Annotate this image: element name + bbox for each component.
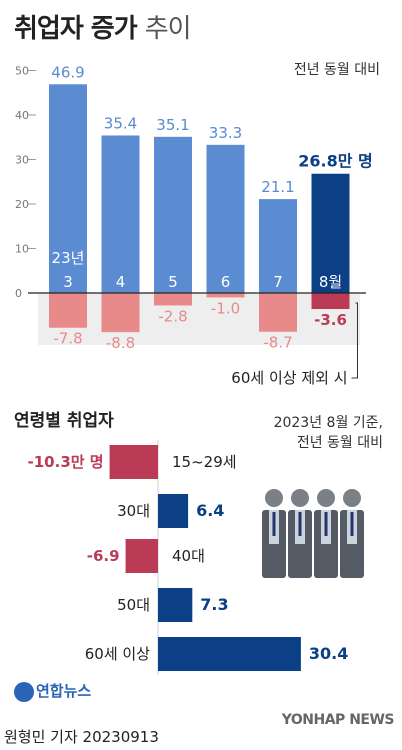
- person-head: [265, 489, 283, 507]
- age-bar: [158, 637, 301, 671]
- age-bar: [109, 445, 158, 479]
- bar-total: [101, 135, 140, 293]
- yonhap-logo: 연합뉴스: [14, 680, 91, 702]
- watermark: YONHAP NEWS: [281, 712, 395, 728]
- age-bar: [125, 539, 158, 573]
- age-value-label: -6.9: [87, 547, 120, 565]
- bar-excl-60-label: -8.7: [263, 334, 292, 352]
- person-head: [343, 489, 361, 507]
- bar-total: [311, 173, 350, 293]
- person-head: [317, 489, 335, 507]
- age-value-label: 7.3: [200, 595, 228, 614]
- y-tick-label: 40: [15, 109, 29, 122]
- age-value-label: -10.3만 명: [28, 453, 104, 471]
- age-category-label: 30대: [117, 502, 150, 520]
- bar-excl-60-label: -2.8: [158, 307, 187, 325]
- logo-text: 연합뉴스: [36, 682, 92, 700]
- category-label: 4: [116, 273, 126, 291]
- age-chart-note: 2023년 8월 기준,: [274, 415, 383, 431]
- series-label: 60세 이상 제외 시: [231, 369, 347, 387]
- person-tie: [272, 512, 276, 536]
- bar-excl-60: [101, 293, 140, 333]
- bar-total-label: 46.9: [51, 63, 84, 81]
- age-category-label: 40대: [172, 547, 205, 565]
- negative-region-shade: [38, 293, 360, 345]
- year-label: 23년: [52, 249, 85, 267]
- age-category-label: 50대: [117, 596, 150, 614]
- category-label: 5: [168, 273, 178, 291]
- age-chart-note: 전년 동월 대비: [297, 435, 383, 451]
- title-light: 추이: [144, 14, 192, 44]
- category-label: 7: [273, 273, 283, 291]
- category-label: 3: [63, 273, 73, 291]
- yonhap-logo-icon: [14, 681, 34, 702]
- reporter-credit: 원형민 기자 20230913: [4, 728, 159, 746]
- age-chart: 연령별 취업자 2023년 8월 기준, 전년 동월 대비 -10.3만 명 15~29…: [14, 410, 383, 675]
- bar-total: [259, 199, 297, 293]
- person-tie: [350, 512, 354, 536]
- person-tie: [298, 512, 302, 536]
- bar-excl-60-label: -1.0: [211, 299, 240, 317]
- bar-excl-60: [259, 293, 297, 332]
- title-bold: 취업자 증가: [14, 14, 138, 44]
- y-tick-label: 50: [15, 65, 29, 78]
- age-category-label: 60세 이상: [85, 645, 150, 663]
- bar-excl-60: [49, 293, 87, 328]
- series-callout-line: [351, 302, 358, 379]
- bar-excl-60: [154, 293, 192, 306]
- bar-total-label: 33.3: [209, 124, 242, 142]
- bar-total: [206, 144, 245, 293]
- bar-excl-60-label: -8.8: [106, 334, 135, 352]
- y-tick-label: 20: [15, 198, 29, 211]
- bar-total: [154, 136, 192, 293]
- y-tick-label: 10: [15, 243, 29, 256]
- y-tick-label: 30: [15, 154, 29, 167]
- age-bar: [158, 588, 193, 622]
- monthly-chart: 0 10 20 30 40 50 전년 동월 대비 46.9 3 -7.8 35.4 4 -8.8 35.…: [15, 62, 380, 387]
- age-value-label: 6.4: [196, 501, 224, 520]
- category-label: 8월: [319, 273, 342, 291]
- bar-excl-60: [206, 293, 245, 298]
- person-tie: [324, 512, 328, 536]
- bar-total-label: 21.1: [261, 178, 294, 196]
- bar-total-label: 35.4: [104, 114, 137, 132]
- category-label: 6: [221, 273, 231, 291]
- chart-note: 전년 동월 대비: [294, 62, 380, 78]
- person-head: [291, 489, 309, 507]
- bar-total-label: 26.8만 명: [298, 152, 373, 171]
- page-title: 취업자 증가 추이: [14, 8, 192, 45]
- workers-illustration: [262, 489, 364, 578]
- bar-excl-60-label: -7.8: [53, 330, 82, 348]
- age-value-label: 30.4: [309, 644, 348, 663]
- bar-excl-60-label: -3.6: [314, 311, 347, 329]
- bar-excl-60: [311, 293, 350, 310]
- bar-total: [49, 84, 87, 293]
- y-tick-label: 0: [15, 287, 22, 300]
- bar-total-label: 35.1: [156, 116, 189, 134]
- age-category-label: 15~29세: [172, 453, 237, 471]
- age-bar: [158, 494, 189, 528]
- age-chart-title: 연령별 취업자: [14, 410, 114, 431]
